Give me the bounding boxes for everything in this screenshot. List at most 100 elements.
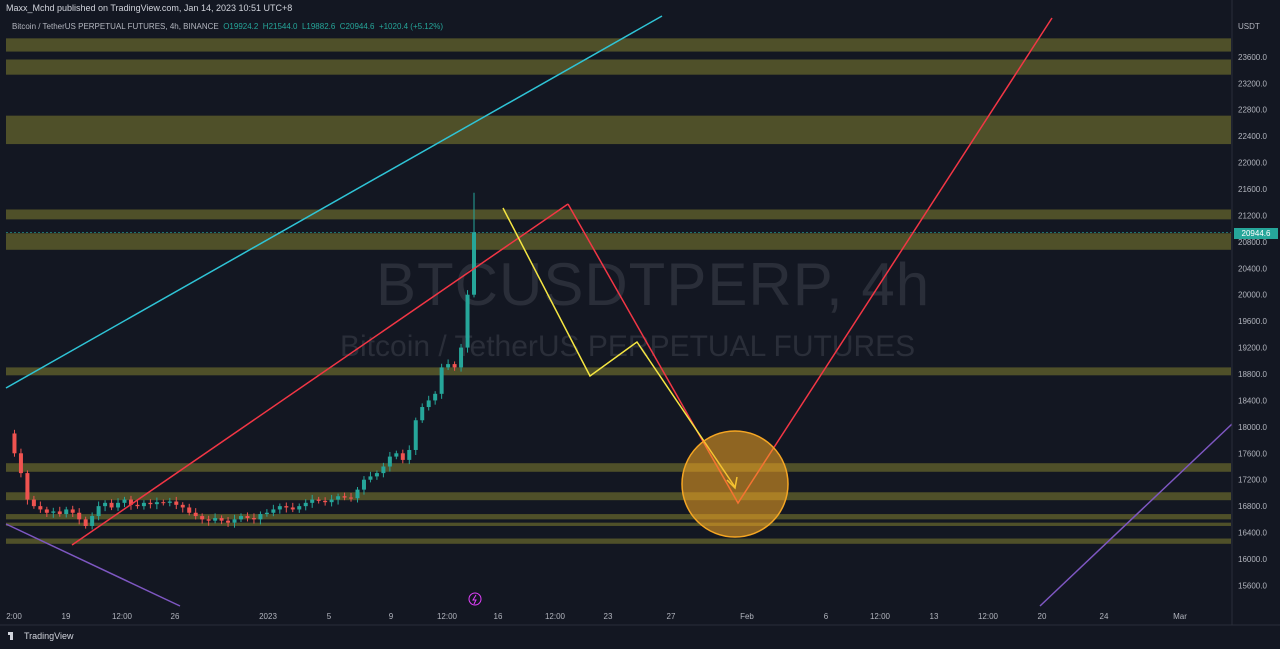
time-tick: 12:00 xyxy=(112,612,133,621)
zone-9 xyxy=(6,522,1231,526)
price-tick: 20400.0 xyxy=(1238,264,1267,273)
candle-body-38 xyxy=(251,518,256,520)
price-tick: 16400.0 xyxy=(1238,529,1267,538)
candle-body-69 xyxy=(452,364,457,368)
candle-body-45 xyxy=(297,506,302,510)
candle-body-50 xyxy=(329,499,334,503)
candle-body-16 xyxy=(109,502,114,508)
candle-body-18 xyxy=(122,499,127,503)
tradingview-brand: TradingView xyxy=(24,631,74,641)
candle-body-44 xyxy=(290,507,295,510)
candle-body-70 xyxy=(459,347,464,368)
time-tick: 2023 xyxy=(259,612,277,621)
candle-body-47 xyxy=(310,499,315,503)
candle-body-12 xyxy=(83,519,88,526)
time-tick: 13 xyxy=(930,612,939,621)
candle-body-32 xyxy=(213,518,218,521)
candle-body-56 xyxy=(368,476,373,480)
candle-body-29 xyxy=(193,512,198,517)
candle-body-15 xyxy=(103,502,108,507)
candle-body-35 xyxy=(232,519,237,523)
candle-body-39 xyxy=(258,514,263,520)
time-tick: 16 xyxy=(494,612,503,621)
candle-body-53 xyxy=(349,497,354,499)
candle-body-19 xyxy=(128,499,133,505)
candle-body-72 xyxy=(472,232,476,295)
price-tick: 21600.0 xyxy=(1238,185,1267,194)
watermark-description: Bitcoin / TetherUS PERPETUAL FUTURES xyxy=(340,330,916,363)
zone-0 xyxy=(6,38,1231,52)
time-tick: 6 xyxy=(824,612,829,621)
candle-body-49 xyxy=(323,500,328,503)
lightning-icon[interactable] xyxy=(468,592,482,606)
cyan-trendline xyxy=(5,15,663,389)
price-tick: 22400.0 xyxy=(1238,132,1267,141)
candle-body-1 xyxy=(12,433,17,454)
ohlc-values: O19924.2 H21544.0 L19882.6 C20944.6 +102… xyxy=(221,22,443,31)
candle-body-67 xyxy=(439,367,444,394)
candle-body-36 xyxy=(239,516,243,520)
candle-body-42 xyxy=(277,506,282,510)
price-tick: 19600.0 xyxy=(1238,317,1267,326)
candle-body-37 xyxy=(245,516,250,519)
candle-body-4 xyxy=(31,499,36,507)
zone-10 xyxy=(6,538,1231,544)
candle-body-27 xyxy=(180,504,185,508)
candle-body-2 xyxy=(18,453,23,474)
symbol-title: Bitcoin / TetherUS PERPETUAL FUTURES, 4h… xyxy=(12,22,219,31)
zone-4 xyxy=(6,233,1231,250)
time-tick: 12:00 xyxy=(978,612,999,621)
candle-body-10 xyxy=(70,509,75,513)
last-price-tag: 20944.6 xyxy=(1234,228,1278,239)
price-tick: 21200.0 xyxy=(1238,211,1267,220)
candle-body-30 xyxy=(200,516,205,520)
time-tick: 12:00 xyxy=(870,612,891,621)
red-projection-path xyxy=(567,17,1053,505)
price-tick: 20800.0 xyxy=(1238,238,1267,247)
time-tick: 20 xyxy=(1038,612,1047,621)
time-tick: 12:00 xyxy=(437,612,458,621)
price-tick: 16800.0 xyxy=(1238,502,1267,511)
candle-body-46 xyxy=(303,502,308,507)
candle-body-55 xyxy=(361,479,366,490)
candle-body-23 xyxy=(154,502,159,505)
candle-body-13 xyxy=(90,516,95,526)
price-tick: 15600.0 xyxy=(1238,581,1267,590)
price-tick: 18400.0 xyxy=(1238,396,1267,405)
candle-body-58 xyxy=(381,466,386,474)
candle-body-64 xyxy=(420,407,425,421)
candle-body-65 xyxy=(426,400,431,408)
candle-body-28 xyxy=(187,507,192,513)
candle-body-3 xyxy=(25,473,30,500)
candle-body-11 xyxy=(77,512,82,520)
drawing-layer xyxy=(5,15,1233,607)
purple-trendline-left xyxy=(5,523,181,607)
candle-body-43 xyxy=(284,506,289,508)
tradingview-icon xyxy=(8,632,20,640)
zone-layer xyxy=(6,38,1231,544)
candle-body-34 xyxy=(226,520,231,523)
candle-body-8 xyxy=(57,511,62,515)
candle-body-51 xyxy=(336,496,341,500)
time-tick: 26 xyxy=(171,612,180,621)
candle-body-48 xyxy=(316,499,321,501)
price-tick: 22800.0 xyxy=(1238,106,1267,115)
zone-2 xyxy=(6,115,1231,145)
price-tick: 16000.0 xyxy=(1238,555,1267,564)
symbol-legend[interactable]: Bitcoin / TetherUS PERPETUAL FUTURES, 4h… xyxy=(12,22,443,31)
candle-body-54 xyxy=(355,489,360,499)
candle-body-31 xyxy=(206,519,211,521)
time-tick: Feb xyxy=(740,612,754,621)
candle-body-71 xyxy=(465,294,470,348)
price-tick: 18000.0 xyxy=(1238,423,1267,432)
time-tick: 23 xyxy=(604,612,613,621)
price-tick: 18800.0 xyxy=(1238,370,1267,379)
tradingview-logo[interactable]: TradingView xyxy=(8,631,74,641)
candle-body-24 xyxy=(161,502,166,504)
candle-body-68 xyxy=(446,364,451,368)
price-tick: 23200.0 xyxy=(1238,79,1267,88)
candle-body-14 xyxy=(96,506,101,517)
ohlc-low: L19882.6 xyxy=(301,22,336,31)
